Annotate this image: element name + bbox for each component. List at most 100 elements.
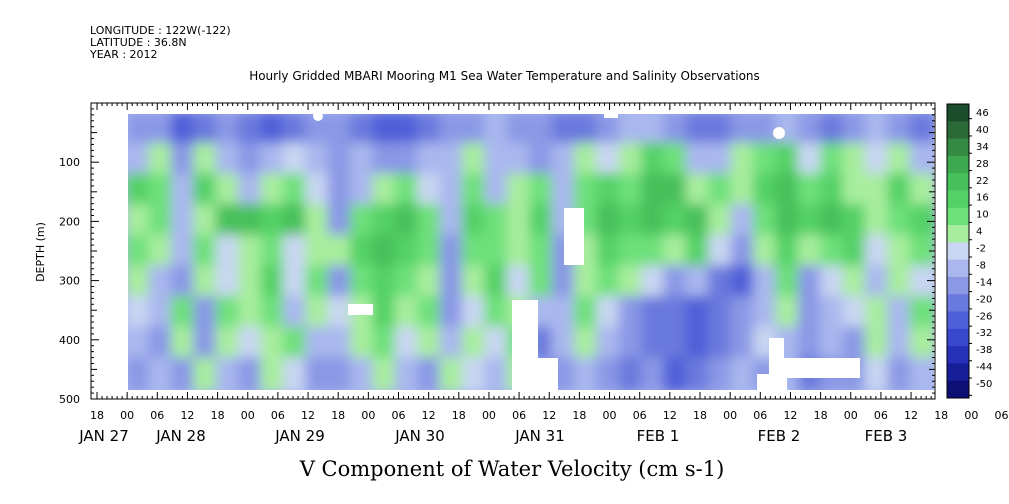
heatmap-cell — [708, 142, 735, 178]
heatmap-cell — [797, 265, 825, 300]
heatmap-cell — [820, 326, 847, 362]
colorbar-label: 40 — [976, 125, 989, 136]
heatmap-cell — [148, 204, 175, 239]
heatmap-cell — [327, 357, 354, 390]
heatmap-cell — [372, 357, 399, 390]
no-data-mask — [313, 111, 323, 121]
heatmap-cell — [439, 234, 466, 270]
heatmap-cell — [820, 265, 847, 300]
heatmap-cell — [170, 265, 198, 300]
heatmap-cell — [573, 265, 601, 300]
heatmap-cell — [797, 234, 825, 270]
y-tick-label: 100 — [59, 156, 80, 169]
heatmap-cell — [775, 265, 802, 300]
no-data-mask — [784, 358, 860, 378]
heatmap-cell — [752, 204, 780, 239]
heatmap-cell — [820, 204, 847, 239]
heatmap-cell — [529, 204, 556, 239]
heatmap-cell — [506, 114, 533, 147]
colorbar-label: -20 — [976, 294, 992, 305]
colorbar-swatch — [947, 276, 969, 295]
colorbar-swatch — [947, 225, 969, 243]
heatmap-cell — [372, 204, 399, 239]
heatmap-cell — [372, 173, 399, 208]
heatmap-cell — [417, 357, 444, 390]
colorbar-swatch — [947, 138, 969, 157]
heatmap-cell — [909, 357, 934, 390]
heatmap-cell — [193, 142, 220, 178]
heatmap-cell — [596, 173, 623, 208]
heatmap-cell — [506, 142, 533, 178]
heatmap-cell — [887, 265, 914, 300]
heatmap-cell — [708, 326, 735, 362]
x-hour-label: 06 — [633, 409, 647, 422]
heatmap-cell — [170, 296, 198, 331]
heatmap-cell — [484, 234, 511, 270]
x-hour-label: 12 — [542, 409, 556, 422]
heatmap-cell — [529, 142, 556, 178]
missing-data-masks — [313, 111, 860, 390]
heatmap-cell — [237, 142, 265, 178]
heatmap-cell — [864, 326, 892, 362]
heatmap-cell — [282, 326, 310, 362]
heatmap-cell — [417, 114, 444, 147]
colorbar-swatch — [947, 380, 969, 399]
heatmap-cell — [685, 142, 713, 178]
heatmap-cell — [797, 326, 825, 362]
heatmap-cell — [730, 142, 757, 178]
colorbar-label: -50 — [976, 379, 992, 390]
heatmap-cell — [372, 326, 399, 362]
heatmap-cell — [909, 142, 934, 178]
x-hour-label: 06 — [150, 409, 164, 422]
heatmap-cell — [842, 142, 869, 178]
heatmap-cell — [730, 114, 757, 147]
heatmap-cell — [394, 265, 422, 300]
heatmap-cell — [237, 173, 265, 208]
heatmap-cell — [394, 326, 422, 362]
heatmap-cell — [685, 357, 713, 390]
colorbar-swatch — [947, 190, 969, 209]
colorbar-swatch — [947, 155, 969, 174]
heatmap-cell — [618, 142, 645, 178]
heatmap-cell — [775, 142, 802, 178]
heatmap-cell — [282, 142, 310, 178]
heatmap-cell — [596, 142, 623, 178]
heatmap-cell — [215, 326, 242, 362]
y-axis: 100 200 300 400 500 — [59, 108, 935, 406]
colorbar-label: 4 — [976, 227, 982, 238]
heatmap-cell — [909, 114, 934, 147]
heatmap-cell — [461, 204, 489, 239]
year-label: YEAR : 2012 — [90, 48, 158, 61]
heatmap-cell — [439, 296, 466, 331]
no-data-mask — [604, 113, 618, 118]
x-date-label: FEB 1 — [637, 427, 680, 445]
heatmap-cell — [551, 326, 578, 362]
x-hour-label: 00 — [964, 409, 978, 422]
heatmap-cell — [128, 142, 153, 178]
latitude-label: LATITUDE : 36.8N — [90, 36, 187, 49]
colorbar-label: -8 — [976, 260, 986, 271]
heatmap-cell — [797, 173, 825, 208]
heatmap-cell — [461, 326, 489, 362]
heatmap-cell — [685, 114, 713, 147]
x-hour-label: 06 — [512, 409, 526, 422]
heatmap-cell — [663, 142, 690, 178]
heatmap-cell — [752, 296, 780, 331]
chart-title: Hourly Gridded MBARI Mooring M1 Sea Wate… — [249, 69, 760, 83]
heatmap-cell — [439, 204, 466, 239]
heatmap-cell — [215, 142, 242, 178]
heatmap-cell — [708, 357, 735, 390]
x-hour-label: 18 — [814, 409, 828, 422]
heatmap-cell — [752, 173, 780, 208]
heatmap-cell — [305, 234, 332, 270]
heatmap-cell — [730, 173, 757, 208]
heatmap-cell — [820, 173, 847, 208]
x-hour-label: 06 — [874, 409, 888, 422]
heatmap-cell — [506, 173, 533, 208]
heatmap-cell — [461, 114, 489, 147]
x-hour-label: 00 — [844, 409, 858, 422]
heatmap-cell — [685, 326, 713, 362]
heatmap-cell — [573, 357, 601, 390]
heatmap-cell — [394, 296, 422, 331]
